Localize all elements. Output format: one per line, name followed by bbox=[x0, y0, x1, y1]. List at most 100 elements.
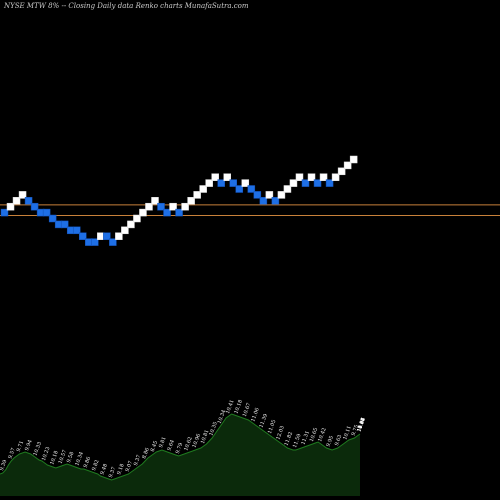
volume-label: 10.13 bbox=[356, 417, 367, 433]
volume-label: 10.32 bbox=[356, 417, 367, 433]
up-brick bbox=[307, 173, 316, 181]
down-brick bbox=[42, 208, 51, 217]
up-brick bbox=[211, 173, 219, 181]
volume-label: 11.31 bbox=[300, 430, 311, 446]
volume-label: 9.57 bbox=[7, 447, 16, 460]
up-brick bbox=[265, 191, 274, 199]
up-brick bbox=[18, 191, 27, 199]
up-brick bbox=[241, 179, 250, 187]
volume-label: 11.05 bbox=[267, 419, 278, 435]
volume-label: 10.81 bbox=[200, 429, 211, 445]
volume-label: 9.64 bbox=[166, 439, 175, 452]
up-brick bbox=[223, 173, 231, 181]
down-brick bbox=[30, 202, 39, 211]
down-brick bbox=[301, 179, 310, 187]
volume-label: 10.58 bbox=[356, 417, 367, 433]
up-brick bbox=[121, 226, 129, 235]
volume-label: 11.82 bbox=[284, 431, 295, 447]
volume-label: 10.57 bbox=[58, 449, 69, 465]
volume-label: 10.41 bbox=[225, 399, 236, 415]
volume-label: 9.63 bbox=[334, 434, 343, 447]
volume-label: 10.34 bbox=[217, 409, 228, 425]
up-brick bbox=[12, 197, 21, 205]
down-brick bbox=[109, 238, 117, 246]
volume-label: 9.86 bbox=[83, 456, 92, 469]
down-brick bbox=[247, 185, 256, 193]
down-brick bbox=[271, 197, 280, 205]
volume-label: 8.86 bbox=[141, 447, 150, 460]
down-brick bbox=[157, 202, 165, 211]
volume-label: 11.06 bbox=[356, 417, 367, 433]
volume-label: 10.23 bbox=[41, 446, 52, 462]
volume-label: 10.33 bbox=[33, 441, 44, 457]
volume-label: 11.06 bbox=[250, 407, 261, 423]
down-brick bbox=[48, 214, 57, 223]
chart-title: NYSE MTW 8% -- Closing Daily data Renko … bbox=[4, 2, 249, 10]
up-brick bbox=[205, 179, 213, 187]
down-brick bbox=[217, 179, 225, 187]
volume-label: 10.96 bbox=[192, 433, 203, 449]
volume-label: 9.58 bbox=[66, 451, 75, 464]
up-brick bbox=[133, 214, 141, 223]
volume-label: 10.87 bbox=[356, 417, 367, 433]
volume-label: 9.94 bbox=[24, 439, 33, 452]
volume-label: 9.79 bbox=[175, 442, 184, 455]
volume-label: 10.18 bbox=[49, 450, 60, 466]
volume-label: 10.62 bbox=[183, 436, 194, 452]
volume-label: 10.34 bbox=[74, 451, 85, 467]
down-brick bbox=[163, 208, 171, 217]
volume-label: 10.35 bbox=[208, 421, 219, 437]
volume-label: 9.37 bbox=[133, 454, 142, 467]
up-brick bbox=[139, 208, 147, 217]
up-brick bbox=[295, 173, 304, 181]
up-brick bbox=[343, 161, 352, 170]
volume-label: 11.51 bbox=[356, 417, 367, 433]
down-brick bbox=[259, 197, 268, 205]
volume-label: 10.11 bbox=[342, 425, 353, 441]
volume-label: 12.03 bbox=[275, 425, 286, 441]
down-brick bbox=[235, 185, 244, 193]
up-brick bbox=[127, 220, 135, 229]
volume-label: 9.75 bbox=[351, 424, 360, 437]
up-brick bbox=[289, 179, 298, 187]
volume-fill bbox=[0, 414, 360, 496]
down-brick bbox=[24, 197, 33, 205]
volume-label: 9.07 bbox=[125, 460, 134, 473]
volume-label: 10.64 bbox=[356, 417, 367, 433]
volume-label: 9.81 bbox=[158, 436, 167, 449]
volume-label: 9.39 bbox=[0, 459, 8, 472]
volume-area bbox=[0, 413, 361, 496]
volume-line bbox=[0, 413, 361, 481]
up-brick bbox=[151, 197, 159, 205]
volume-label: 11.59 bbox=[292, 433, 303, 449]
up-brick bbox=[337, 167, 346, 176]
up-brick bbox=[115, 232, 123, 240]
up-brick bbox=[319, 173, 328, 181]
down-brick bbox=[60, 220, 69, 229]
up-brick bbox=[349, 155, 358, 164]
volume-labels: 9.399.579.719.9410.3310.2310.1810.579.58… bbox=[0, 399, 367, 479]
volume-label: 10.42 bbox=[317, 427, 328, 443]
volume-label: 9.18 bbox=[116, 463, 125, 476]
volume-label: 9.37 bbox=[108, 466, 117, 479]
volume-label: 10.18 bbox=[233, 399, 244, 415]
down-brick bbox=[253, 191, 262, 199]
up-brick bbox=[6, 202, 15, 211]
up-brick bbox=[331, 173, 340, 181]
down-brick bbox=[325, 179, 334, 187]
volume-label: 10.67 bbox=[242, 402, 253, 418]
up-brick bbox=[199, 185, 207, 193]
down-brick bbox=[313, 179, 322, 187]
down-brick bbox=[0, 208, 9, 217]
volume-label: 9.48 bbox=[100, 463, 109, 476]
up-brick bbox=[283, 185, 292, 193]
up-brick bbox=[181, 202, 189, 211]
volume-label: 11.24 bbox=[356, 417, 367, 433]
up-brick bbox=[187, 197, 195, 205]
down-brick bbox=[79, 232, 87, 240]
down-brick bbox=[103, 232, 111, 240]
renko-bricks bbox=[0, 155, 358, 246]
down-brick bbox=[229, 179, 238, 187]
volume-label: 9.95 bbox=[326, 435, 335, 448]
